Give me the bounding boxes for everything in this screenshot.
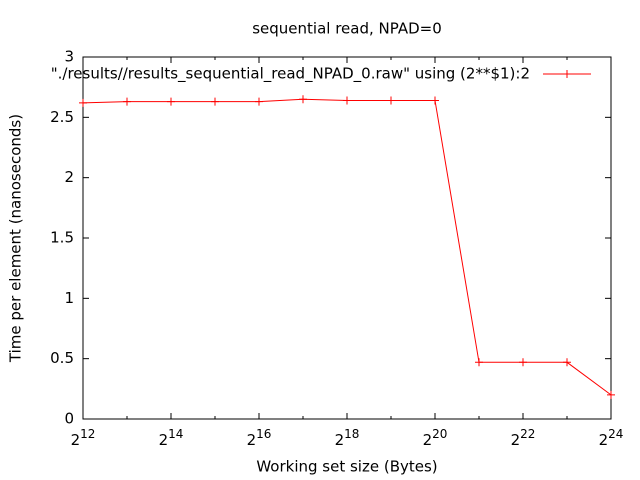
x-axis-label: Working set size (Bytes)	[256, 458, 437, 476]
y-axis-label: Time per element (nanoseconds)	[7, 114, 25, 363]
y-tick-label: 0.5	[50, 349, 74, 367]
y-tick-label: 1	[64, 289, 74, 307]
x-tick-label: 222	[511, 427, 536, 449]
point	[387, 96, 395, 105]
chart-title: sequential read, NPAD=0	[252, 20, 442, 38]
point	[167, 97, 175, 106]
point	[343, 96, 351, 105]
point	[211, 97, 219, 106]
x-tick-label: 220	[423, 427, 448, 449]
y-tick-label: 0	[64, 410, 74, 428]
y-tick-label: 3	[64, 48, 74, 66]
legend-marker	[563, 70, 571, 78]
y-tick-label: 1.5	[50, 229, 74, 247]
y-tick-label: 2.5	[50, 108, 74, 126]
legend-label: "./results//results_sequential_read_NPAD…	[51, 65, 530, 84]
point	[475, 358, 483, 367]
point	[79, 98, 87, 107]
x-tick-label: 224	[599, 427, 624, 449]
point	[299, 95, 307, 104]
point	[607, 390, 615, 399]
point	[519, 358, 527, 367]
x-tick-label: 216	[247, 427, 272, 449]
point	[563, 358, 571, 367]
point	[431, 96, 439, 105]
x-tick-label: 212	[71, 427, 96, 449]
x-tick-label: 214	[159, 427, 184, 449]
y-tick-label: 2	[64, 168, 74, 186]
x-tick-label: 218	[335, 427, 360, 449]
point	[255, 97, 263, 106]
point	[123, 97, 131, 106]
